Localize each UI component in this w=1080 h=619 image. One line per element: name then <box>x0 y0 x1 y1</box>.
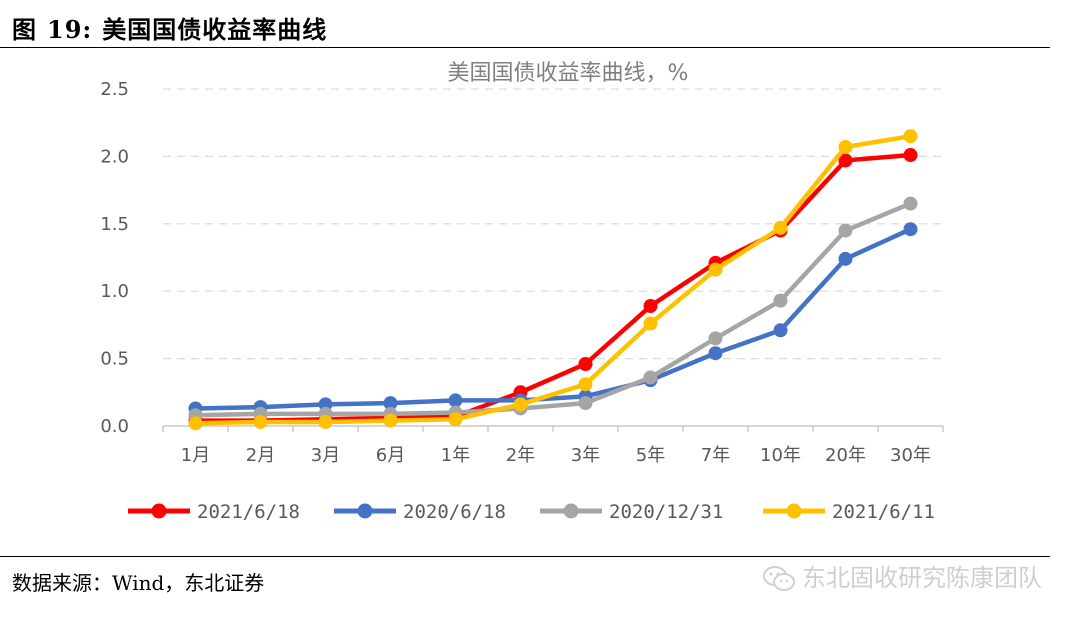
data-point <box>513 397 528 412</box>
data-point <box>838 223 853 238</box>
x-tick-label: 10年 <box>760 445 801 466</box>
x-tick-label: 2月 <box>246 445 275 466</box>
data-point <box>253 414 268 429</box>
series-2020-6-18 <box>188 222 918 416</box>
data-point <box>448 412 463 427</box>
data-point <box>578 356 593 371</box>
data-point <box>903 222 918 237</box>
data-point <box>643 370 658 385</box>
series-line <box>195 227 912 411</box>
figure-title: 图 19: 美国国债收益率曲线 <box>12 10 327 45</box>
watermark-text: 东北固收研究陈康团队 <box>802 564 1042 592</box>
x-tick-label: 3年 <box>571 445 600 466</box>
x-tick-label: 30年 <box>890 445 931 466</box>
data-point <box>383 396 398 411</box>
yield-curve-chart: 美国国债收益率曲线，% 0.0 0.5 1.0 1.5 2.0 2.5 1月 2月 3月 6月 1年… <box>100 61 944 523</box>
data-point <box>708 346 723 361</box>
legend-marker <box>563 503 579 519</box>
top-rule <box>0 47 1050 48</box>
data-point <box>838 251 853 266</box>
data-point <box>903 148 918 163</box>
y-tick-label: 1.0 <box>100 281 129 302</box>
legend-entry: 2021/6/11 <box>763 501 935 523</box>
gridlines <box>163 88 943 360</box>
y-tick-label: 2.5 <box>100 79 129 100</box>
x-tick-label: 1年 <box>441 445 470 466</box>
data-point <box>838 139 853 154</box>
legend-marker <box>357 503 373 519</box>
data-point <box>773 220 788 235</box>
data-point <box>643 316 658 331</box>
series-line <box>195 133 911 426</box>
x-tick-label: 2年 <box>506 445 535 466</box>
data-source: 数据来源：Wind，东北证券 <box>12 571 265 595</box>
bottom-rule <box>0 556 1050 557</box>
y-tick-label: 2.0 <box>100 146 129 167</box>
series-lines <box>188 129 918 431</box>
series-line <box>195 201 912 418</box>
y-tick-label: 0.0 <box>100 416 129 437</box>
x-tick-label: 6月 <box>376 445 405 466</box>
data-point <box>838 153 853 168</box>
x-tick-label: 7年 <box>701 445 730 466</box>
data-point <box>708 262 723 277</box>
legend-marker <box>786 503 802 519</box>
data-point <box>383 413 398 428</box>
legend-label: 2020/6/18 <box>403 501 506 523</box>
wechat-icon <box>763 566 795 591</box>
series-2021-6-11 <box>188 129 918 431</box>
legend-label: 2020/12/31 <box>609 501 723 523</box>
x-tick-label: 1月 <box>181 445 210 466</box>
watermark: 东北固收研究陈康团队 <box>762 558 1042 593</box>
axes: 0.0 0.5 1.0 1.5 2.0 2.5 1月 2月 3月 6月 1年 2年 3年 5年 7年 10年 2… <box>100 79 944 466</box>
data-point <box>448 393 463 408</box>
figure-label: 图 <box>12 15 37 44</box>
y-tick-label: 1.5 <box>100 214 129 235</box>
data-point <box>708 331 723 346</box>
data-point <box>188 416 203 431</box>
data-point <box>578 396 593 411</box>
data-point <box>643 299 658 314</box>
series-2020-12-31 <box>188 196 918 423</box>
y-tick-label: 0.5 <box>100 349 129 370</box>
legend-entry: 2021/6/18 <box>128 501 300 523</box>
data-point <box>773 323 788 338</box>
x-tick-label: 20年 <box>825 445 866 466</box>
data-point <box>318 414 333 429</box>
figure-number: 19: <box>47 15 93 44</box>
series-line <box>195 152 911 423</box>
x-tick-label: 5年 <box>636 445 665 466</box>
legend-label: 2021/6/18 <box>197 501 300 523</box>
data-point <box>903 129 918 144</box>
legend-label: 2021/6/11 <box>832 501 935 523</box>
x-tick-label: 3月 <box>311 445 340 466</box>
legend-entry: 2020/12/31 <box>540 501 723 523</box>
chart-title: 美国国债收益率曲线，% <box>448 61 689 86</box>
data-point <box>773 293 788 308</box>
legend: 2021/6/18 2020/6/18 2020/12/31 2021/6/11 <box>128 501 935 523</box>
figure-title-text: 美国国债收益率曲线 <box>102 15 328 44</box>
data-point <box>903 196 918 211</box>
data-point <box>578 377 593 392</box>
legend-entry: 2020/6/18 <box>334 501 506 523</box>
legend-marker <box>151 503 167 519</box>
